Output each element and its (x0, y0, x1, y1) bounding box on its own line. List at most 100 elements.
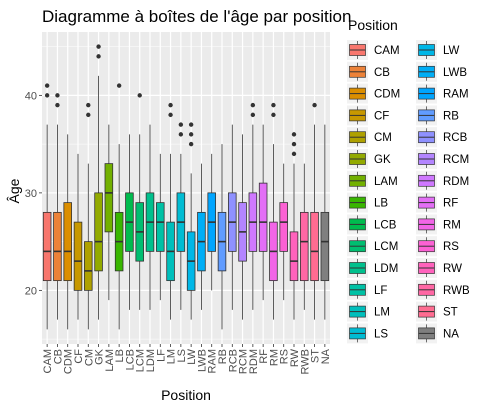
legend-label: LDM (374, 263, 398, 275)
x-tick-label: LM (166, 349, 178, 364)
legend-item-lam: LAM (347, 170, 398, 191)
legend-label: RDM (443, 176, 469, 188)
boxes-layer (42, 44, 330, 330)
legend-title: Position (348, 17, 398, 33)
legend-label: RB (443, 110, 459, 122)
x-tick-label: CF (73, 349, 85, 364)
x-tick-label: CM (83, 349, 95, 366)
box-rcm (238, 134, 247, 320)
legend-label: LCM (374, 241, 398, 253)
outlier-point (96, 44, 101, 49)
x-tick-label: LCB (124, 349, 136, 370)
box-lm (166, 102, 175, 320)
chart-title: Diagramme à boîtes de l'âge par position (42, 7, 351, 26)
box-cb (53, 93, 62, 320)
box-gk (94, 44, 103, 320)
outlier-point (55, 102, 60, 108)
y-tick-label: 20 (25, 285, 37, 297)
legend-item-st: ST (416, 301, 458, 322)
legend-label: RS (443, 241, 459, 253)
x-tick-label: GK (94, 348, 106, 365)
legend-label: RM (443, 219, 461, 231)
outlier-point (178, 132, 184, 137)
legend-label: GK (374, 154, 391, 166)
legend-item-cdm: CDM (347, 83, 400, 104)
box-lw (186, 122, 196, 320)
legend-label: LB (374, 198, 388, 210)
outlier-point (168, 102, 173, 108)
box-iqr (320, 211, 330, 282)
legend-label: LWB (443, 67, 467, 79)
legend-item-ldm: LDM (347, 258, 398, 278)
x-tick-label: NA (320, 348, 332, 364)
legend-label: LF (374, 285, 387, 297)
box-rb (217, 144, 227, 330)
box-iqr (289, 231, 299, 282)
outlier-point (188, 122, 194, 127)
x-tick-label: LCM (135, 349, 147, 372)
box-ram (207, 153, 216, 291)
legend-item-rm: RM (416, 214, 461, 235)
box-rs (279, 163, 288, 301)
box-lf (156, 153, 165, 301)
legend-item-rwb: RWB (416, 279, 470, 300)
x-tick-label: LF (155, 349, 167, 362)
box-iqr (53, 211, 62, 282)
box-iqr (94, 192, 103, 272)
box-rcb (228, 124, 237, 310)
legend-item-cf: CF (347, 105, 389, 126)
outlier-point (44, 93, 50, 98)
legend-label: LS (374, 328, 388, 340)
box-lcm (135, 93, 144, 310)
box-iqr (310, 211, 319, 282)
legend-label: RW (443, 263, 462, 275)
x-tick-label: LDM (145, 349, 157, 372)
box-iqr (104, 163, 114, 233)
box-rm (269, 102, 278, 320)
box-iqr (63, 202, 72, 282)
legend-item-rcm: RCM (416, 149, 469, 169)
plot-background (42, 32, 330, 344)
x-tick-label: LWB (196, 349, 208, 372)
box-rw (289, 132, 299, 320)
box-rwb (300, 163, 309, 310)
legend-item-cm: CM (347, 127, 392, 148)
box-iqr (42, 211, 52, 282)
legend-label: NA (443, 328, 459, 340)
x-axis: CAMCBCDMCFCMGKLAMLBLCBLCMLDMLFLMLSLWLWBR… (42, 344, 332, 374)
x-tick-label: LS (176, 349, 188, 362)
x-tick-label: LW (186, 348, 198, 364)
outlier-point (86, 112, 91, 118)
outlier-point (137, 93, 142, 98)
legend-label: RWB (443, 285, 470, 297)
outlier-point (291, 141, 297, 147)
x-tick-label: LAM (104, 349, 116, 372)
legend-item-rf: RF (416, 192, 458, 213)
outlier-point (291, 151, 297, 157)
legend-item-rdm: RDM (416, 170, 469, 191)
legend-item-lb: LB (347, 192, 388, 213)
legend-item-rcb: RCB (416, 127, 468, 148)
legend-item-rw: RW (416, 258, 462, 278)
y-tick-label: 30 (25, 188, 37, 200)
x-tick-label: RW (289, 348, 301, 367)
legend-label: LM (374, 307, 390, 319)
legend-item-lcm: LCM (347, 236, 398, 257)
outlier-point (250, 102, 256, 108)
legend-label: CB (374, 67, 390, 79)
y-axis: 20 30 40 (25, 90, 42, 297)
outlier-point (116, 83, 122, 88)
legend: CAM CB CDM CF CM GK LAM LB LCB LCM LDM LF LM LS LW LWB R… (347, 40, 470, 344)
outlier-point (168, 112, 173, 118)
legend-item-lcb: LCB (347, 214, 397, 235)
box-cdm (63, 134, 72, 330)
box-lb (114, 83, 124, 330)
box-lcb (125, 134, 134, 310)
box-ls (176, 122, 186, 310)
legend-item-rb: RB (416, 105, 459, 126)
legend-label: LCB (374, 219, 397, 231)
outlier-point (271, 112, 276, 118)
outlier-point (96, 54, 101, 59)
legend-item-ls: LS (347, 323, 388, 344)
